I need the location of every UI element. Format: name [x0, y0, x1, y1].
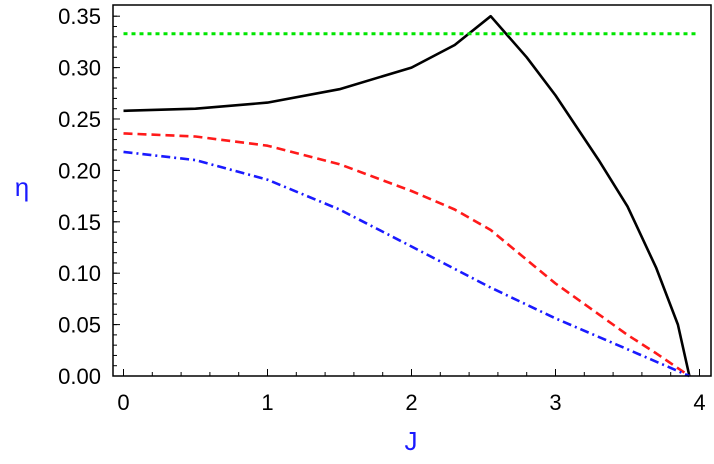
series-line-2 — [123, 132, 691, 378]
y-tick-label: 0.20 — [58, 158, 101, 183]
x-tick-label: 3 — [549, 390, 561, 415]
series-line-3 — [123, 150, 690, 378]
x-tick-label: 2 — [405, 390, 417, 415]
y-tick-label: 0.30 — [58, 56, 101, 81]
y-tick-label: 0.35 — [58, 4, 101, 29]
series-line-1 — [123, 14, 691, 377]
x-tick-label: 1 — [261, 390, 273, 415]
y-tick-label: 0.15 — [58, 210, 101, 235]
y-tick-label: 0.10 — [58, 261, 101, 286]
y-tick-label: 0.25 — [58, 107, 101, 132]
y-tick-label: 0.00 — [58, 364, 101, 389]
axis-ticks: 0 1 2 3 4 0.00 0.05 0.10 0.15 0.20 0.25 0.30 0.35 — [58, 4, 705, 415]
y-tick-label: 0.05 — [58, 313, 101, 338]
x-tick-label: 4 — [693, 390, 705, 415]
plot-area — [123, 14, 700, 378]
x-tick-label: 0 — [117, 390, 129, 415]
x-axis-label: J — [405, 426, 418, 456]
y-axis-label: η — [15, 172, 29, 202]
